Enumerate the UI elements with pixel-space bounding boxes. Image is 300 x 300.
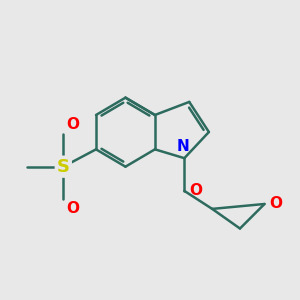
Text: O: O [67,201,80,216]
Text: S: S [57,158,70,176]
Text: N: N [176,139,189,154]
Text: O: O [269,196,282,211]
Text: O: O [67,117,80,132]
Text: O: O [189,183,202,198]
